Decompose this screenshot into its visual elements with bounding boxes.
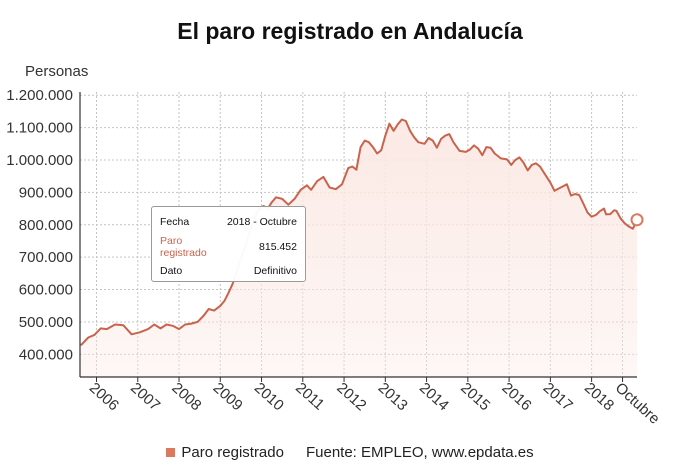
y-tick-label: 900.000 bbox=[19, 184, 73, 201]
marker-layer bbox=[630, 213, 644, 227]
data-tooltip: Fecha 2018 - Octubre Paro registrado 815… bbox=[151, 206, 306, 282]
y-tick-label: 1.000.000 bbox=[6, 152, 73, 169]
x-tick-label: 2014 bbox=[416, 379, 452, 414]
chart-title: El paro registrado en Andalucía bbox=[177, 18, 523, 44]
x-tick-label: 2007 bbox=[127, 379, 163, 414]
x-tick-label: 2006 bbox=[86, 379, 122, 414]
x-tick-label: 2015 bbox=[457, 379, 493, 414]
series-area bbox=[80, 119, 638, 377]
x-tick-label: 2018 bbox=[581, 379, 617, 414]
x-tick-label: 2013 bbox=[375, 379, 411, 414]
x-tick-labels: 2006 2007 2008 2009 2010 2011 2012 2013 2014 2015… bbox=[86, 379, 663, 427]
y-tick-label: 1.200.000 bbox=[6, 87, 73, 104]
tooltip-series-value: 815.452 bbox=[259, 241, 297, 253]
tooltip-status-key: Dato bbox=[160, 265, 183, 277]
x-tick-label: 2011 bbox=[292, 379, 327, 413]
y-tick-label: 500.000 bbox=[19, 314, 73, 331]
tooltip-series-key: Paro registrado bbox=[160, 235, 207, 259]
x-tick-label: 2016 bbox=[498, 379, 534, 414]
tooltip-date-value: 2018 - Octubre bbox=[226, 216, 297, 228]
y-tick-labels: 1.200.000 1.100.000 1.000.000 900.000 800.00… bbox=[6, 87, 73, 363]
y-tick-label: 1.100.000 bbox=[6, 120, 73, 137]
x-tick-label: 2012 bbox=[333, 379, 369, 414]
legend: Paro registrado Fuente: EMPLEO, www.epda… bbox=[0, 444, 700, 461]
x-tick-label: Octubre bbox=[612, 379, 663, 427]
tooltip-date-key: Fecha bbox=[160, 216, 190, 228]
x-tick-label: 2010 bbox=[251, 379, 287, 414]
axes bbox=[79, 92, 637, 382]
legend-series-label[interactable]: Paro registrado bbox=[181, 444, 284, 461]
tooltip-date-row: Fecha 2018 - Octubre bbox=[160, 216, 297, 228]
y-tick-label: 400.000 bbox=[19, 346, 73, 363]
tooltip-status-row: Dato Definitivo bbox=[160, 265, 297, 277]
y-axis-label: Personas bbox=[25, 63, 89, 80]
y-tick-label: 700.000 bbox=[19, 249, 73, 266]
tooltip-series-row: Paro registrado 815.452 bbox=[160, 235, 297, 259]
series-line bbox=[80, 118, 638, 346]
source-label: Fuente: EMPLEO, www.epdata.es bbox=[305, 444, 534, 461]
tooltip-status-value: Definitivo bbox=[253, 265, 297, 277]
x-tick-label: 2009 bbox=[210, 379, 246, 414]
highlight-point-marker bbox=[630, 213, 644, 227]
x-tick-label: 2017 bbox=[540, 379, 576, 414]
legend-swatch bbox=[166, 448, 176, 457]
area-layer bbox=[80, 118, 638, 377]
y-tick-label: 800.000 bbox=[19, 217, 73, 234]
y-tick-label: 600.000 bbox=[19, 282, 73, 299]
x-tick-label: 2008 bbox=[168, 379, 204, 414]
